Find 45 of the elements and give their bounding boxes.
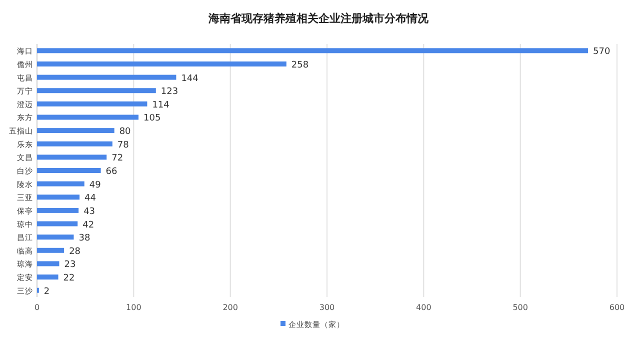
data-label: 258 [291, 60, 309, 70]
bar [37, 88, 156, 94]
bar [37, 114, 138, 120]
x-tick-label: 100 [126, 303, 142, 312]
bar [37, 248, 64, 253]
data-label: 570 [593, 47, 610, 58]
data-label: 114 [152, 100, 170, 110]
chart-title: 海南省现存猪养殖相关企业注册城市分布情况 [208, 12, 430, 25]
bar [37, 181, 84, 186]
data-label: 72 [112, 154, 124, 164]
bar [37, 61, 286, 66]
bar [37, 168, 101, 173]
data-label: 22 [63, 274, 75, 284]
bar [37, 194, 80, 200]
data-label: 66 [106, 167, 118, 177]
data-label: 42 [82, 220, 94, 230]
data-label: 43 [84, 206, 96, 217]
bar [37, 154, 107, 160]
x-tick-label: 500 [512, 303, 528, 312]
data-label: 2 [44, 286, 50, 297]
data-label: 144 [181, 74, 199, 84]
data-label: 49 [89, 180, 102, 190]
data-label: 105 [144, 114, 161, 124]
bar [37, 141, 112, 146]
bar [37, 261, 60, 266]
bar [37, 48, 588, 54]
data-label: 44 [84, 194, 96, 204]
data-label: 80 [119, 127, 132, 138]
bar [37, 208, 79, 213]
data-label: 28 [69, 246, 81, 257]
x-tick-label: 300 [319, 303, 335, 312]
bar [37, 274, 58, 280]
x-tick-label: 400 [416, 303, 432, 312]
bar [37, 221, 78, 226]
data-label: 38 [78, 234, 90, 244]
bar [37, 234, 74, 240]
x-tick-label: 600 [609, 303, 625, 312]
bar [37, 74, 176, 80]
bar [37, 101, 148, 106]
data-label: 23 [64, 260, 76, 270]
x-tick-label: 0 [34, 303, 40, 312]
data-label: 78 [117, 140, 130, 150]
bar [37, 128, 114, 134]
data-label: 123 [160, 87, 178, 98]
x-tick-label: 200 [222, 303, 238, 312]
